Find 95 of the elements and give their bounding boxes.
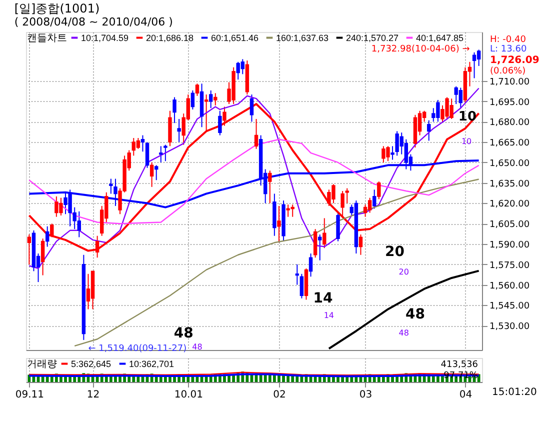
- candlestick: [427, 120, 431, 142]
- x-tick-label: 10.01: [174, 390, 203, 400]
- candlestick: [40, 238, 45, 276]
- y-tick-label: 1,710.00: [490, 77, 530, 88]
- text: (0.06%): [490, 66, 526, 77]
- annotation: 48: [405, 306, 425, 323]
- text: 413,536: [440, 360, 478, 370]
- candlestick: [318, 234, 322, 261]
- annotation: 48: [192, 342, 202, 352]
- candlestick: [472, 52, 476, 79]
- candlestick: [358, 234, 363, 256]
- annotation: 14: [324, 311, 334, 320]
- annotation: 20: [385, 244, 405, 260]
- candlestick: [340, 190, 344, 218]
- annotation: 10: [458, 109, 477, 124]
- candlestick: [476, 49, 481, 66]
- x-tick-label: 12: [86, 390, 100, 400]
- candlestick: [308, 253, 313, 278]
- y-tick-label: 1,605.00: [490, 220, 530, 230]
- text: L: 13.60: [490, 44, 527, 54]
- y-tick-label: 1,680.00: [490, 118, 530, 128]
- legend-label: 10:1,704.59: [81, 32, 129, 43]
- y-tick-label: 1,575.00: [490, 260, 530, 271]
- candlestick: [140, 134, 145, 152]
- candlestick: [177, 118, 181, 143]
- candlestick: [159, 146, 163, 163]
- candlestick: [154, 164, 158, 181]
- candlestick: [109, 178, 113, 194]
- chart-subtitle: ( 2008/04/08 ~ 2010/04/06 ): [14, 16, 173, 28]
- x-tick-label: 03: [359, 390, 372, 400]
- candlestick: [300, 273, 304, 299]
- legend-title: 캔들차트: [27, 33, 67, 44]
- legend-label: 10:362,701: [129, 358, 174, 369]
- candlestick: [209, 90, 213, 109]
- candlestick: [377, 180, 381, 200]
- legend-label: 160:1,637.63: [276, 32, 329, 43]
- annotation: 10: [461, 137, 472, 146]
- candlestick: [195, 83, 200, 96]
- candlestick: [190, 90, 195, 110]
- chart-title: [일]종합(1001): [14, 2, 100, 16]
- candlestick: [27, 234, 32, 265]
- y-tick-label: 1,635.00: [490, 179, 530, 190]
- candlestick: [254, 118, 258, 150]
- candlestick: [336, 212, 340, 242]
- text: 15:01:20: [492, 387, 537, 398]
- annotation: 48: [398, 328, 409, 338]
- candlestick: [390, 146, 394, 160]
- text: H: -0.40: [490, 34, 526, 45]
- candlestick: [164, 144, 168, 162]
- legend-title: 거래량: [27, 359, 57, 370]
- annotation: 48: [174, 326, 194, 342]
- candlestick: [45, 226, 50, 248]
- y-tick-label: 1,560.00: [490, 281, 530, 292]
- candlestick: [368, 197, 372, 214]
- legend-label: 20:1,686.18: [146, 32, 194, 43]
- candlestick: [145, 142, 150, 168]
- annotation: 20: [398, 268, 409, 277]
- line-series: [28, 88, 480, 270]
- candlestick: [218, 110, 222, 136]
- candlestick: [268, 170, 272, 204]
- candlestick: [86, 273, 90, 310]
- x-tick-label: 09.11: [15, 390, 44, 400]
- y-tick-label: 1,695.00: [490, 98, 530, 108]
- candlestick: [277, 205, 281, 244]
- candlestick: [295, 264, 299, 286]
- legend-label: 40:1,647.85: [416, 32, 464, 43]
- candlestick: [372, 189, 376, 210]
- y-tick-label: 1,545.00: [490, 302, 530, 312]
- x-tick-label: 02: [273, 390, 286, 400]
- candlestick: [214, 92, 218, 106]
- candlestick: [172, 96, 176, 124]
- candlestick: [250, 94, 254, 122]
- candlestick: [150, 162, 154, 188]
- legend-label: 60:1,651.46: [211, 32, 259, 43]
- candlestick: [345, 188, 349, 204]
- legend-label: 5:362,645: [71, 358, 112, 369]
- candlestick: [50, 223, 54, 238]
- candlestick: [313, 228, 318, 258]
- y-tick-label: 1,620.00: [490, 200, 530, 210]
- y-tick-label: 1,650.00: [490, 158, 530, 169]
- text: 1,726.09: [490, 54, 540, 66]
- y-tick-label: 1,590.00: [490, 240, 530, 250]
- candlestick: [322, 218, 326, 249]
- annotation: 97.71%: [444, 371, 478, 381]
- x-tick-label: 04: [459, 390, 472, 400]
- candlestick: [136, 138, 140, 150]
- candlestick: [240, 58, 244, 75]
- y-tick-label: 1,530.00: [490, 322, 530, 332]
- candlestick: [458, 87, 463, 109]
- annotation: 1,732.98(10-04-06) →: [371, 44, 470, 54]
- candlestick: [222, 106, 226, 126]
- annotation: 14: [313, 290, 334, 306]
- legend-label: 240:1,570.27: [346, 32, 399, 43]
- y-tick-label: 1,665.00: [490, 138, 530, 149]
- candlestick: [363, 204, 368, 218]
